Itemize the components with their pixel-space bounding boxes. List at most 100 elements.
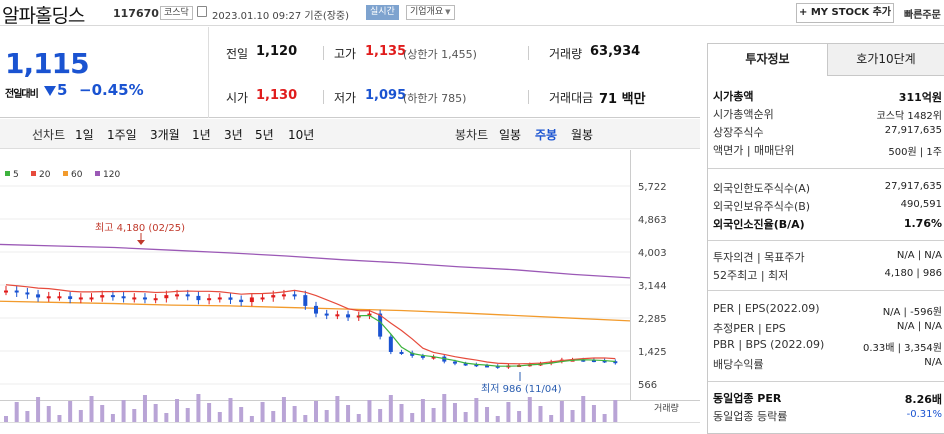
period-2[interactable]: 1주일 <box>107 128 137 142</box>
info-value: 코스닥 1482위 <box>876 111 942 122</box>
period-7[interactable]: 10년 <box>288 128 315 142</box>
volume-bar <box>613 400 618 422</box>
candle <box>602 360 607 363</box>
volume-bar <box>142 395 147 422</box>
divider <box>708 290 944 291</box>
y-tick-label: 4,863 <box>638 215 667 226</box>
info-label: 추정PER | EPS <box>713 322 786 335</box>
volume-bar <box>68 401 73 422</box>
candle <box>175 294 180 297</box>
info-label: 투자의견 | 목표주가 <box>713 251 805 264</box>
legend-swatch <box>95 171 100 176</box>
info-label: 액면가 | 매매단위 <box>713 144 795 157</box>
info-value: 4,180 | 986 <box>884 268 942 279</box>
volume-bar <box>249 416 254 422</box>
candle <box>14 290 19 293</box>
volume-bar <box>324 410 329 422</box>
info-label: 동일업종 등락률 <box>713 410 788 423</box>
candle <box>249 297 254 303</box>
info-value: 311억원 <box>898 91 942 104</box>
period-6[interactable]: 5년 <box>255 128 274 142</box>
candle <box>292 294 297 297</box>
candle <box>121 296 126 299</box>
candle-period-2[interactable]: 주봉 <box>535 128 558 142</box>
candle <box>346 314 351 318</box>
candle <box>356 315 361 318</box>
candle-period-3[interactable]: 월봉 <box>571 128 594 142</box>
candle <box>378 313 383 337</box>
volume-bar <box>57 415 62 422</box>
info-label: 외국인한도주식수(A) <box>713 182 811 195</box>
volume-bar <box>260 402 265 422</box>
candle <box>613 361 618 364</box>
volume-bar <box>153 404 158 422</box>
legend-label: 5 <box>13 170 19 180</box>
change-percent: −0.45% <box>79 81 144 99</box>
volume-baseline <box>0 422 700 423</box>
info-value: 0.33배 | 3,354원 <box>862 343 942 354</box>
volume-bar <box>442 394 447 422</box>
line-chart-label: 선차트 <box>32 128 66 142</box>
add-my-stock-button[interactable]: + MY STOCK 추가 <box>796 3 894 23</box>
info-value: 1.76% <box>903 217 942 230</box>
volume-bar <box>356 414 361 422</box>
quick-order-button[interactable]: 빠른주문 <box>904 10 941 21</box>
volume-bar <box>474 398 479 422</box>
volume-bar <box>399 404 404 422</box>
period-1[interactable]: 1일 <box>75 128 94 142</box>
legend-label: 60 <box>71 170 83 180</box>
period-3[interactable]: 3개월 <box>150 128 180 142</box>
volume-bar <box>207 403 212 422</box>
legend-swatch <box>63 171 68 176</box>
legend-label: 120 <box>103 170 120 180</box>
tab-hoga[interactable]: 호가10단계 <box>828 44 944 76</box>
volume-bar <box>388 395 393 422</box>
max-arrow-head-icon <box>137 240 145 245</box>
candle <box>431 356 436 359</box>
info-label: PER | EPS(2022.09) <box>713 302 820 315</box>
open-label: 시가 <box>226 91 249 105</box>
info-value: 500원 | 1주 <box>888 147 942 158</box>
prev-label: 전일 <box>226 47 249 61</box>
volume-bar <box>292 406 297 422</box>
volume-bar <box>217 412 222 422</box>
candle-period-1[interactable]: 일봉 <box>499 128 522 142</box>
volume-bar <box>36 397 41 422</box>
period-5[interactable]: 3년 <box>224 128 243 142</box>
volume-bar <box>346 405 351 422</box>
change-label: 전일대비 <box>5 89 39 100</box>
info-label: 배당수익률 <box>713 358 764 371</box>
info-value: N/A | N/A <box>896 321 942 332</box>
price-chart[interactable]: 5,722 4,863 4,003 3,144 2,285 1,425 566 5 20 60 12… <box>0 150 700 434</box>
y-tick-label: 1,425 <box>638 347 667 358</box>
ma120-line <box>0 243 631 279</box>
volume-bar <box>581 396 586 422</box>
current-price: 1,115 <box>5 47 90 80</box>
chevron-down-icon: ▼ <box>445 8 451 16</box>
candle <box>89 297 94 300</box>
candle <box>581 359 586 362</box>
volume-bar <box>452 403 457 422</box>
realtime-button[interactable]: 실시간 <box>366 5 399 20</box>
info-label: 52주최고 | 최저 <box>713 269 789 282</box>
candle <box>420 355 425 358</box>
stock-code: 117670 <box>113 7 159 20</box>
period-4[interactable]: 1년 <box>192 128 211 142</box>
y-tick-label: 5,722 <box>638 182 667 193</box>
volume-bar <box>378 409 383 422</box>
quote-panel <box>0 27 700 118</box>
low-value: 1,095 <box>365 88 407 103</box>
volume-bar <box>431 408 436 422</box>
legend-label: 20 <box>39 170 51 180</box>
volume-bar <box>228 398 233 422</box>
corp-info-dropdown[interactable]: 기업개요 ▼ <box>406 5 455 20</box>
candle <box>68 296 73 299</box>
high-value: 1,135 <box>365 44 407 59</box>
candle <box>281 294 286 297</box>
candle <box>591 360 596 363</box>
tab-invest-info[interactable]: 투자정보 <box>708 44 828 76</box>
corp-info-label: 기업개요 <box>410 7 444 17</box>
info-value: 490,591 <box>900 199 942 210</box>
info-value: N/A | -596원 <box>882 307 942 318</box>
down-triangle-icon <box>44 86 56 96</box>
